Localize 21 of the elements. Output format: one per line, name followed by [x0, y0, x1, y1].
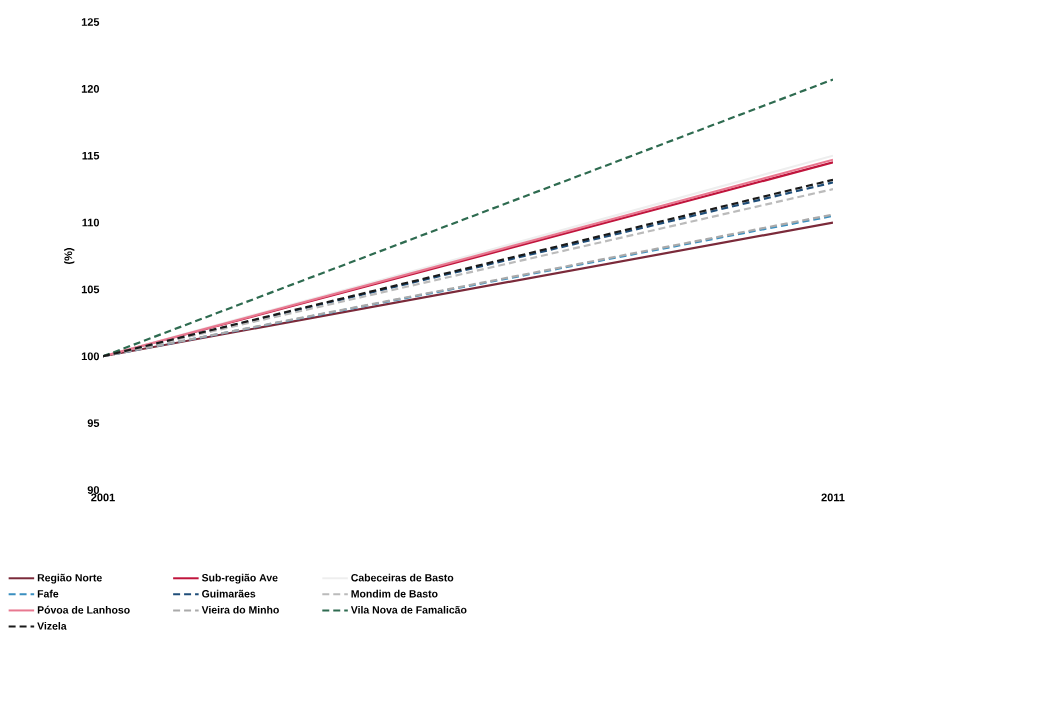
x-tick-label: 2001	[91, 493, 115, 502]
y-tick-label: 100	[81, 352, 100, 361]
y-tick-label: 110	[82, 218, 100, 227]
y-tick-label: 115	[82, 151, 100, 160]
legend-label: Fafe	[37, 589, 59, 598]
y-tick-label: 90	[87, 486, 100, 494]
legend-label: Vizela	[37, 622, 67, 630]
legend-label: Mondim de Basto	[351, 589, 438, 598]
y-tick-label: 95	[87, 419, 100, 428]
x-tick-label: 2011	[821, 493, 845, 502]
legend-label: Guimarães	[202, 589, 256, 598]
y-axis-title: (%)	[64, 248, 75, 264]
legend-label: Sub-região Ave	[201, 573, 278, 584]
legend-label: Região Norte	[37, 573, 102, 584]
legend-label: Cabeceiras de Basto	[351, 573, 454, 582]
y-tick-label: 120	[81, 84, 100, 93]
y-tick-label: 105	[81, 285, 100, 294]
legend-label: Póvoa de Lanhoso	[37, 605, 130, 614]
legend-label: Vieira do Minho	[201, 605, 279, 614]
legend-label: Vila Nova de Famalicão	[350, 605, 467, 614]
y-tick-label: 125	[81, 18, 100, 26]
